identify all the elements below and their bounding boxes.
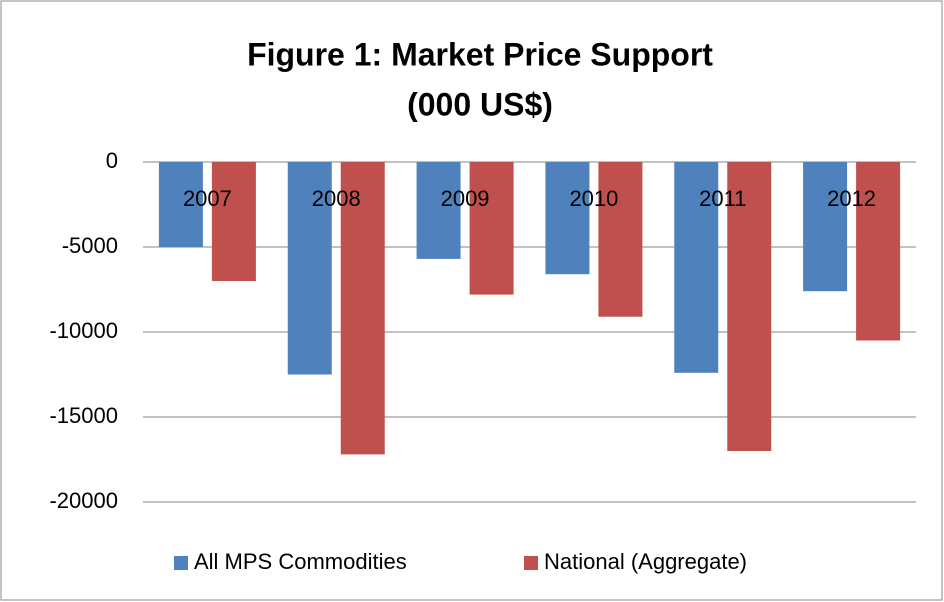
legend-swatch (524, 556, 538, 570)
x-tick-label: 2010 (569, 186, 618, 211)
y-tick-label: -5000 (62, 233, 118, 258)
bar (469, 162, 514, 295)
y-tick-label: -10000 (49, 318, 118, 343)
bar (727, 162, 772, 451)
bar (856, 162, 901, 341)
bar (287, 162, 332, 375)
bar (211, 162, 256, 281)
x-tick-label: 2008 (312, 186, 361, 211)
chart-title: (000 US$) (407, 86, 553, 122)
bar (598, 162, 643, 317)
bar (803, 162, 848, 292)
bar (674, 162, 719, 373)
y-tick-label: 0 (106, 148, 118, 173)
y-tick-label: -20000 (49, 488, 118, 513)
y-tick-label: -15000 (49, 403, 118, 428)
bar (340, 162, 385, 455)
bar (158, 162, 203, 247)
chart-title: Figure 1: Market Price Support (247, 36, 713, 72)
legend-label: National (Aggregate) (544, 549, 747, 574)
x-tick-label: 2009 (441, 186, 490, 211)
x-tick-label: 2012 (827, 186, 876, 211)
legend-label: All MPS Commodities (194, 549, 407, 574)
x-tick-label: 2011 (699, 186, 746, 211)
x-tick-label: 2007 (183, 186, 232, 211)
legend-swatch (174, 556, 188, 570)
bar (416, 162, 461, 259)
bar (545, 162, 590, 275)
